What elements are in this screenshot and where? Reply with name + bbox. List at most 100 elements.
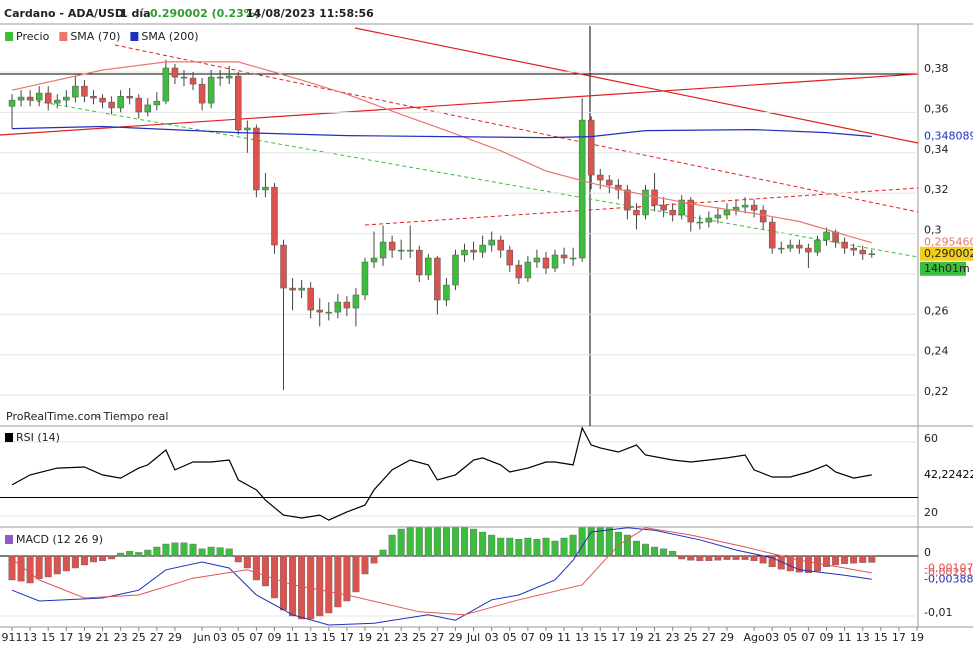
y-tick-label: 20 [924,506,938,519]
x-tick-label: 29 [720,631,734,644]
histogram-bar [642,543,650,557]
candle-body [443,284,450,301]
price-tag [920,246,973,261]
trend-line [354,27,919,144]
histogram-bar [741,555,749,560]
histogram-bar [424,527,432,557]
histogram-bar [44,555,52,578]
trend-line [364,187,919,226]
x-tick-label: 17 [611,631,625,644]
histogram-bar [71,555,79,569]
histogram-bar [768,555,776,568]
histogram-bar [795,555,803,573]
x-tick-label: 03 [485,631,499,644]
period: 1 día [120,7,151,20]
x-tick-label: 09 [539,631,553,644]
legend-swatch [130,32,139,41]
candle-body [108,101,115,109]
candle-body [325,311,333,314]
x-tick-label: 19 [77,631,91,644]
histogram-bar [162,543,170,557]
last-change: 0.290002 (0.23%) [150,7,260,20]
x-tick-label: 23 [666,631,680,644]
candle-body [271,186,278,246]
candle-body [452,254,459,286]
histogram-bar [451,527,459,557]
y-tick-label: 60 [924,432,938,445]
candle-body [352,294,360,309]
candle-body [814,239,821,253]
candle-body [144,104,152,113]
candle-body [262,186,269,191]
y-tick-label: 0,24 [924,345,949,358]
x-tick-label: 21 [648,631,662,644]
x-tick-label: 15 [322,631,336,644]
end-label: -0,00107 [924,561,973,574]
candle-body [253,127,260,191]
x-tick-label: 19 [910,631,924,644]
y-tick-label: 0,32 [924,183,949,196]
candle-body [434,257,441,301]
legend-swatch [59,32,68,41]
x-tick-label: 13 [23,631,37,644]
histogram-bar [497,537,505,557]
histogram-bar [189,543,197,557]
candle-body [280,244,287,289]
y-tick-label: 0,38 [924,62,949,75]
x-tick-label: 17 [59,631,73,644]
candle-body [787,244,794,249]
histogram-bar [587,527,595,557]
histogram-bar [35,555,43,580]
histogram-bar [696,555,704,562]
histogram-bar [832,555,840,566]
x-tick-label: 13 [575,631,589,644]
candle-body [316,309,323,313]
legend-swatch [5,32,13,41]
x-tick-label: 03 [765,631,779,644]
y-tick-label: 0 [924,546,931,559]
x-tick-label: 17 [892,631,906,644]
x-tick-label: 27 [150,631,164,644]
histogram-bar [135,552,143,557]
candle-body [850,247,857,251]
y-tick-label: 0,22 [924,385,949,398]
candle-body [343,301,351,309]
histogram-bar [126,551,134,557]
histogram-bar [352,555,360,593]
x-tick-label: 19 [629,631,643,644]
histogram-bar [415,527,423,557]
series-line [11,426,872,521]
histogram-bar [433,527,441,557]
histogram-bar [841,555,849,565]
x-tick-label: 23 [114,631,128,644]
candle-body [189,77,197,85]
histogram-bar [687,555,695,561]
x-tick-label: 07 [801,631,815,644]
candle-body [388,241,396,251]
candle-body [497,239,504,251]
histogram-bar [868,555,876,563]
trend-line [114,44,919,213]
histogram-bar [596,527,604,557]
legend-label: RSI (14) [16,431,60,444]
x-tick-label: 19 [358,631,372,644]
candle-body [370,257,378,263]
histogram-bar [225,548,233,557]
candle-body [533,257,541,263]
price-tag-label: 0,290002 [924,247,973,260]
histogram-bar [243,555,251,569]
legend-label: SMA (200) [141,30,198,43]
histogram-bar [542,537,550,557]
y-tick-label: 0,26 [924,304,949,317]
series-line [11,527,872,626]
candle-body [207,76,215,104]
candle-body [551,254,559,269]
histogram-bar [406,527,414,557]
histogram-bar [750,555,758,562]
x-tick-label: 15 [41,631,55,644]
histogram-bar [89,555,97,563]
candle-body [198,83,206,104]
histogram-bar [17,555,25,582]
x-tick-label: 27 [702,631,716,644]
